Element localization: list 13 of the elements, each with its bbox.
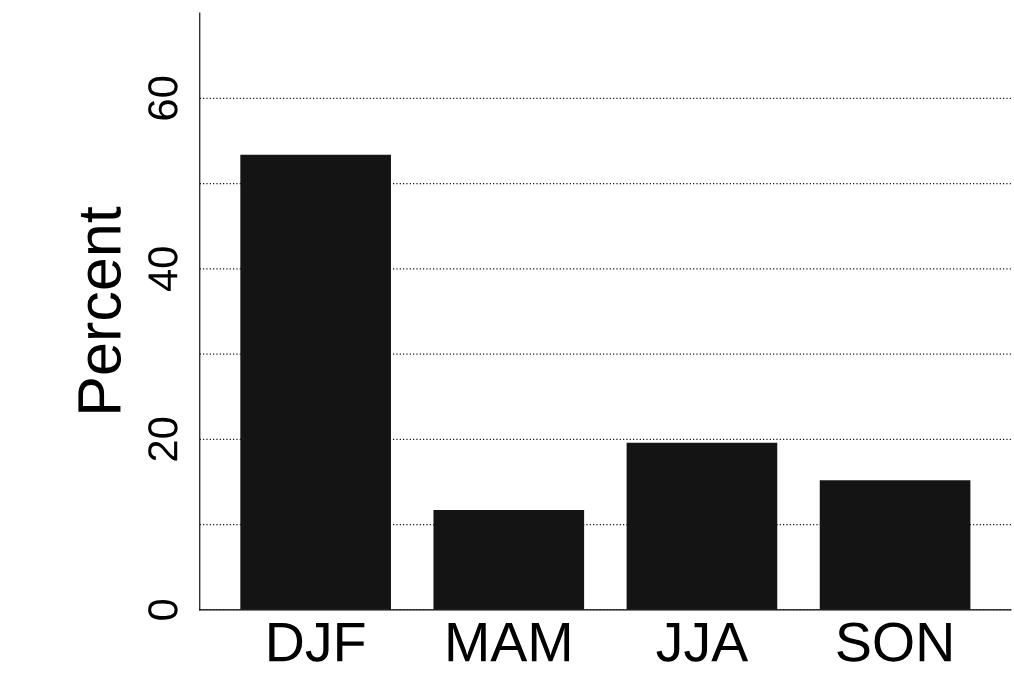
bar bbox=[240, 154, 391, 610]
x-tick-label: MAM bbox=[448, 622, 570, 662]
x-tick-label: JJA bbox=[656, 622, 749, 662]
y-tick-label: 0 bbox=[148, 599, 178, 620]
y-tick-label: 40 bbox=[148, 247, 178, 292]
bar bbox=[819, 480, 971, 610]
y-tick-label: 60 bbox=[148, 76, 178, 120]
bar bbox=[626, 442, 778, 610]
y-tick-label: 20 bbox=[148, 417, 178, 461]
x-tick-label: DJF bbox=[269, 622, 365, 662]
y-axis-title: Percent bbox=[78, 206, 122, 412]
bar bbox=[433, 510, 585, 610]
x-tick-label: SON bbox=[837, 622, 951, 662]
